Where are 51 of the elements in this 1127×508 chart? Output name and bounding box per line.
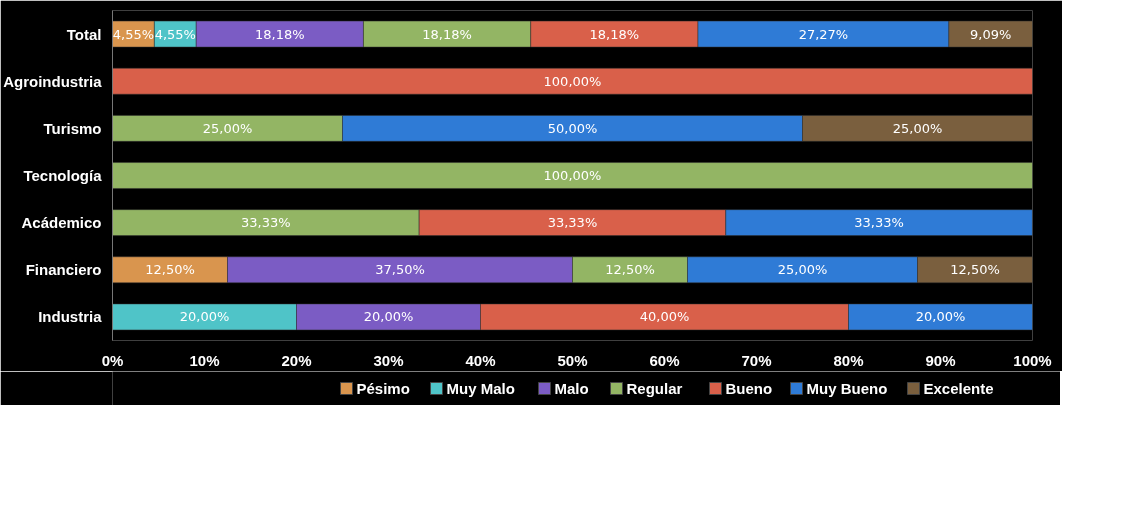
data-label: 25,00% [202, 120, 253, 136]
x-tick-label: 40% [465, 351, 496, 369]
data-label: 4,55% [154, 26, 196, 42]
y-tick-label: Turismo [43, 119, 102, 137]
x-tick-label: 10% [189, 351, 220, 369]
data-label: 25,00% [892, 120, 943, 136]
data-label: 20,00% [179, 309, 230, 325]
legend-label: Pésimo [356, 380, 410, 397]
data-label: 27,27% [798, 26, 849, 42]
bar [112, 162, 1033, 189]
data-label: 18,18% [422, 26, 472, 42]
x-tick-label: 70% [741, 351, 772, 369]
y-tick-label: Tecnología [23, 167, 103, 184]
data-label: 100,00% [543, 73, 602, 89]
data-label: 18,18% [589, 26, 640, 42]
data-label: 33,33% [241, 215, 291, 231]
data-label: 12,50% [950, 262, 1000, 278]
data-label: 50,00% [547, 120, 598, 136]
legend-label: Malo [554, 380, 589, 397]
x-tick-label: 0% [101, 351, 124, 369]
data-label: 18,18% [255, 26, 305, 42]
legend-label: Bueno [725, 380, 773, 397]
x-tick-label: 100% [1013, 351, 1052, 369]
x-tick-label: 50% [557, 351, 588, 369]
data-label: 4,55% [112, 26, 155, 42]
legend-label: Muy Malo [446, 380, 515, 397]
y-tick-label: Industria [38, 308, 103, 326]
legend-label: Excelente [923, 380, 994, 397]
data-label: 33,33% [854, 215, 904, 231]
data-label: 100,00% [543, 168, 602, 183]
data-label: 12,50% [605, 262, 655, 278]
x-tick-label: 80% [833, 351, 864, 369]
data-label: 9,09% [970, 26, 1012, 42]
data-label: 20,00% [363, 309, 414, 325]
legend-label: Regular [626, 380, 683, 397]
data-label: 20,00% [915, 309, 966, 325]
x-tick-label: 20% [281, 351, 312, 369]
x-tick-label: 60% [649, 351, 680, 369]
y-tick-label: Financiero [25, 261, 102, 279]
bar [112, 68, 1033, 95]
x-tick-label: 90% [925, 351, 956, 369]
legend-label: Muy Bueno [806, 380, 888, 397]
y-tick-label: Agroindustria [3, 72, 103, 90]
data-label: 37,50% [375, 262, 425, 278]
x-tick-label: 30% [373, 351, 404, 369]
y-tick-label: Total [66, 25, 102, 43]
data-label: 12,50% [145, 262, 195, 278]
data-label: 40,00% [639, 309, 690, 325]
data-label: 25,00% [777, 262, 828, 278]
data-label: 33,33% [547, 215, 598, 231]
y-tick-label: Acádemico [21, 214, 102, 232]
